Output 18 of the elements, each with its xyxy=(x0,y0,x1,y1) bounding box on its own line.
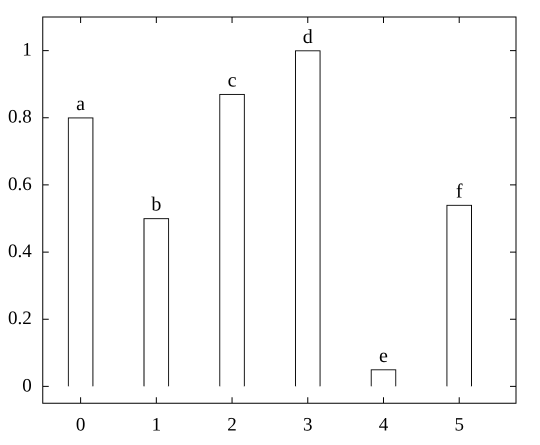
y-tick-label: 0.6 xyxy=(8,174,32,195)
annotation: b xyxy=(151,194,162,216)
y-tick-label: 0.4 xyxy=(8,241,32,262)
y-tick-label: 0 xyxy=(22,375,32,396)
y-tick-label: 0.2 xyxy=(8,308,32,330)
x-tick-label: 5 xyxy=(454,414,464,436)
annotation: a xyxy=(76,93,86,115)
x-tick-label: 2 xyxy=(227,414,237,436)
annotation: e xyxy=(379,344,388,367)
y-tick-label: 0.8 xyxy=(8,106,32,128)
annotation: c xyxy=(228,69,237,92)
x-tick-label: 0 xyxy=(76,414,86,436)
x-tick-label: 4 xyxy=(378,414,389,436)
annotation: d xyxy=(302,26,313,48)
x-tick-label: 3 xyxy=(303,414,313,436)
annotation: f xyxy=(456,180,463,202)
y-tick-label: 1 xyxy=(22,40,32,61)
x-tick-label: 1 xyxy=(152,414,162,436)
